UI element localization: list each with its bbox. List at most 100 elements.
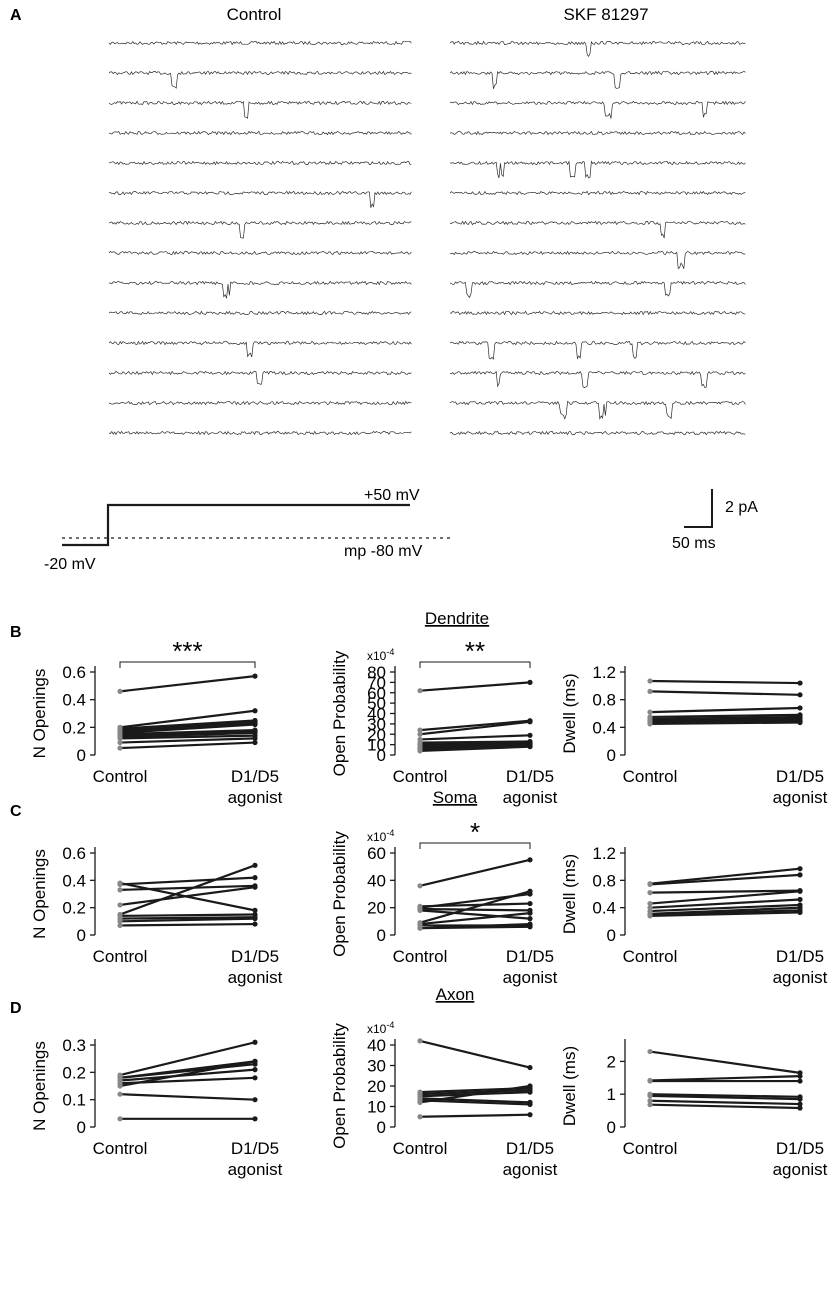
- control-point: [417, 1114, 423, 1120]
- scale-y-label: 2 pA: [725, 499, 758, 516]
- agonist-point: [797, 692, 803, 698]
- paired-line: [119, 916, 256, 920]
- y-tick-label: 10: [367, 1098, 386, 1117]
- x-category-label: Control: [393, 767, 448, 786]
- control-sweep: [108, 370, 412, 385]
- agonist-point: [252, 916, 258, 922]
- control-point: [647, 913, 653, 919]
- skf-sweep: [449, 160, 746, 179]
- paired-line: [419, 720, 531, 736]
- paired-line: [119, 719, 256, 730]
- y-tick-label: 30: [367, 715, 386, 734]
- paired-line: [649, 911, 801, 917]
- y-tick-label: 0.8: [592, 691, 616, 710]
- step-high-label: +50 mV: [364, 487, 420, 504]
- y-tick-label: 20: [367, 899, 386, 918]
- agonist-point: [527, 732, 533, 738]
- agonist-point: [797, 719, 803, 726]
- agonist-point: [797, 866, 803, 872]
- skf-sweep: [449, 400, 746, 420]
- y-tick-label: 0.6: [62, 844, 86, 863]
- paired-line: [649, 1050, 801, 1074]
- paired-line: [119, 720, 256, 732]
- chart-D3: 0 1 2 Dwell (ms) Control D1/D5 agonist: [560, 1039, 828, 1179]
- x-category-label: Control: [93, 1139, 148, 1158]
- agonist-point: [797, 896, 803, 903]
- agonist-point: [527, 910, 533, 916]
- agonist-point: [527, 924, 533, 930]
- paired-line: [119, 709, 256, 729]
- paired-line: [419, 734, 531, 741]
- paired-line: [119, 741, 256, 750]
- paired-line: [649, 909, 801, 916]
- paired-line: [419, 1099, 531, 1106]
- paired-line: [649, 706, 801, 714]
- paired-line: [119, 1068, 256, 1082]
- control-point: [417, 748, 423, 754]
- paired-line: [419, 742, 531, 750]
- control-sweep: [108, 430, 412, 436]
- agonist-point: [797, 872, 803, 878]
- x-category-label: D1/D5: [231, 767, 279, 786]
- exponent-label: x10-4: [367, 828, 394, 844]
- control-sweep: [108, 250, 412, 256]
- x-category-label: D1/D5: [506, 767, 554, 786]
- y-tick-label: 2: [607, 1052, 616, 1071]
- paired-line: [649, 898, 801, 909]
- x-category-label: agonist: [773, 968, 828, 987]
- skf-sweep: [449, 70, 746, 89]
- y-tick-label: 0.4: [592, 899, 616, 918]
- x-category-label: Control: [393, 947, 448, 966]
- control-point: [117, 887, 123, 893]
- summary-charts: B Dendrite 0 0.2 0.4 0.6 N Openings Control D1/D…: [10, 609, 828, 1179]
- x-category-label: Control: [623, 947, 678, 966]
- y-tick-label: 0.2: [62, 899, 86, 918]
- y-tick-label: 0.4: [62, 871, 86, 890]
- y-tick-label: 10: [367, 736, 386, 755]
- skf-sweep: [449, 40, 746, 58]
- control-sweep: [108, 40, 412, 46]
- paired-line: [419, 740, 531, 744]
- paired-line: [649, 1099, 801, 1106]
- y-tick-label: 0: [77, 746, 86, 765]
- y-axis-label: Dwell (ms): [560, 673, 579, 753]
- section-title: Dendrite: [425, 609, 489, 628]
- panel-letter: B: [10, 624, 22, 641]
- agonist-point: [797, 1101, 803, 1107]
- y-tick-label: 0.4: [62, 691, 86, 710]
- y-tick-label: 0.3: [62, 1036, 86, 1055]
- control-point: [117, 881, 123, 888]
- x-category-label: agonist: [503, 788, 558, 807]
- significance-stars: **: [465, 636, 485, 666]
- agonist-point: [527, 888, 533, 894]
- y-tick-label: 60: [367, 684, 386, 703]
- control-title: Control: [227, 5, 282, 24]
- y-tick-label: 0.1: [62, 1091, 86, 1110]
- agonist-point: [527, 900, 533, 907]
- y-tick-label: 40: [367, 871, 386, 890]
- paired-line: [649, 713, 801, 719]
- control-sweep: [108, 310, 412, 316]
- control-point: [417, 727, 423, 733]
- control-point: [117, 735, 123, 742]
- x-category-label: agonist: [503, 1160, 558, 1179]
- agonist-point: [797, 909, 803, 916]
- paired-line: [119, 1041, 256, 1077]
- significance-stars: ***: [172, 636, 202, 666]
- control-point: [417, 907, 423, 914]
- panel-a: A Control SKF 81297 +50 mV -20 mV mp -80…: [10, 5, 758, 573]
- exponent-label: x10-4: [367, 1020, 394, 1036]
- x-category-label: agonist: [228, 1160, 283, 1179]
- y-tick-label: 0.6: [62, 663, 86, 682]
- y-tick-label: 0: [377, 926, 386, 945]
- y-tick-label: 20: [367, 725, 386, 744]
- control-sweep: [108, 280, 412, 299]
- control-point: [647, 688, 653, 694]
- paired-line: [419, 1089, 531, 1096]
- control-point: [117, 1091, 123, 1097]
- paired-line: [419, 909, 531, 920]
- x-category-label: Control: [93, 767, 148, 786]
- paired-line: [649, 1075, 801, 1082]
